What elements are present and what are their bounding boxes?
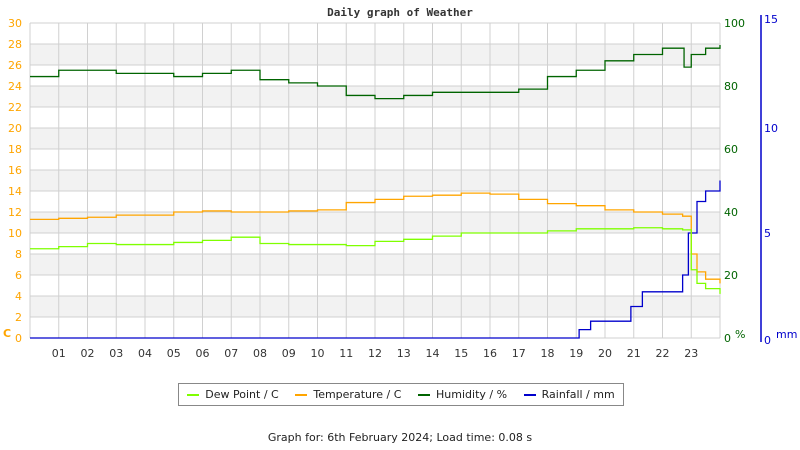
rain-axis-tick: 5 <box>764 227 771 240</box>
left-axis-tick: 4 <box>15 290 22 303</box>
left-axis-tick: 18 <box>8 143 22 156</box>
rain-axis-tick: 0 <box>764 334 771 347</box>
series-dew-line <box>30 227 721 294</box>
legend-item: Rainfall / mm <box>523 388 615 401</box>
chart-legend: Dew Point / C Temperature / C Humidity / %… <box>178 383 624 406</box>
x-axis-tick: 13 <box>397 347 411 360</box>
legend-item: Temperature / C <box>295 388 401 401</box>
legend-swatch-icon <box>523 393 536 396</box>
x-axis-tick: 02 <box>81 347 95 360</box>
graph-footer: Graph for: 6th February 2024; Load time:… <box>267 431 533 444</box>
x-axis-tick: 16 <box>483 347 497 360</box>
left-axis-tick: 12 <box>8 206 22 219</box>
left-axis-tick: 24 <box>8 80 22 93</box>
x-axis-tick: 10 <box>311 347 325 360</box>
left-axis-tick: 6 <box>15 269 22 282</box>
x-axis-tick: 01 <box>52 347 66 360</box>
left-axis-tick: 2 <box>15 311 22 324</box>
left-axis-tick: 22 <box>8 101 22 114</box>
x-axis-tick: 14 <box>426 347 440 360</box>
humidity-axis-tick: 80 <box>724 80 738 93</box>
rain-axis-tick: 15 <box>764 13 778 26</box>
humidity-axis-label: % <box>735 328 745 341</box>
x-axis-tick: 07 <box>224 347 238 360</box>
legend-item: Dew Point / C <box>187 388 279 401</box>
chart-title: Daily graph of Weather <box>327 6 473 19</box>
left-axis-tick: 30 <box>8 17 22 30</box>
left-axis-tick: 10 <box>8 227 22 240</box>
x-axis-tick: 22 <box>656 347 670 360</box>
rain-axis-tick: 10 <box>764 122 778 135</box>
left-axis-tick: 8 <box>15 248 22 261</box>
humidity-axis-tick: 100 <box>724 17 745 30</box>
left-axis-tick: 20 <box>8 122 22 135</box>
left-axis-label: C <box>3 327 11 340</box>
humidity-axis-tick: 60 <box>724 143 738 156</box>
x-axis-tick: 09 <box>282 347 296 360</box>
x-axis-tick: 15 <box>454 347 468 360</box>
legend-swatch-icon <box>418 393 431 396</box>
x-axis-tick: 17 <box>512 347 526 360</box>
legend-swatch-icon <box>295 393 308 396</box>
left-axis-tick: 14 <box>8 185 22 198</box>
humidity-axis-tick: 40 <box>724 206 738 219</box>
x-axis-tick: 23 <box>684 347 698 360</box>
legend-label: Humidity / % <box>436 388 508 401</box>
legend-label: Dew Point / C <box>205 388 279 401</box>
x-axis-tick: 05 <box>167 347 181 360</box>
legend-label: Temperature / C <box>313 388 402 401</box>
x-axis-tick: 04 <box>138 347 152 360</box>
x-axis-tick: 20 <box>598 347 612 360</box>
x-axis-tick: 11 <box>339 347 353 360</box>
legend-label: Rainfall / mm <box>541 388 615 401</box>
left-axis-tick: 0 <box>15 332 22 345</box>
left-axis-tick: 26 <box>8 59 22 72</box>
x-axis-tick: 19 <box>569 347 583 360</box>
x-axis-tick: 18 <box>541 347 555 360</box>
left-axis-tick: 28 <box>8 38 22 51</box>
humidity-axis-tick: 20 <box>724 269 738 282</box>
series-humidity-line <box>30 45 721 100</box>
rain-axis-label: mm <box>776 328 797 341</box>
x-axis-tick: 12 <box>368 347 382 360</box>
x-axis-tick: 03 <box>109 347 123 360</box>
x-axis-tick: 08 <box>253 347 267 360</box>
humidity-axis-tick: 0 <box>724 332 731 345</box>
left-axis-tick: 16 <box>8 164 22 177</box>
legend-item: Humidity / % <box>418 388 507 401</box>
series-temperature-line <box>30 192 721 284</box>
x-axis-tick: 06 <box>196 347 210 360</box>
legend-swatch-icon <box>187 393 200 396</box>
series-rainfall-line <box>30 180 721 339</box>
x-axis-tick: 21 <box>627 347 641 360</box>
